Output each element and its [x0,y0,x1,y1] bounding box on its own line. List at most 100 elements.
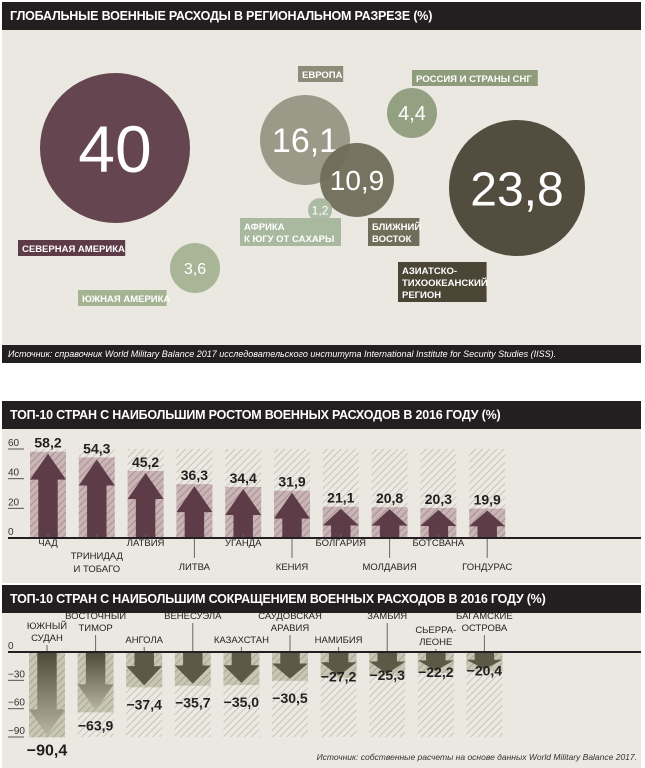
down-arrow-icon [126,652,163,686]
y-tick-label: −60 [8,698,25,709]
category-label: КЕНИЯ [276,562,309,573]
category-label: УГАНДА [225,538,262,549]
value-label: 20,3 [425,491,452,507]
value-label: 19,9 [474,491,501,507]
category-label: ГОНДУРАС [462,562,512,573]
category-label: ОСТРОВА [462,623,508,634]
region-label: АЗИАТСКО- [402,266,457,277]
value-label: −35,0 [224,694,260,710]
y-tick-label: 0 [8,527,14,538]
down-arrow-icon [223,652,260,684]
up-arrow-icon [127,472,164,538]
bubble-4 [449,120,585,256]
region-label: ВОСТОК [372,234,412,245]
category-label: ТИМОР [78,623,112,634]
value-label: 36,3 [181,467,208,483]
bubble-0 [40,73,190,223]
bubble-6 [170,243,220,293]
region-label: БЛИЖНИЙ [372,221,421,233]
growth-chart: 0 20 40 60 58,2 ЧАД 54,3 ТРИНИДАД И ТОБАГО 45,2 ЛА… [2,429,641,583]
bubble-map: 40 СЕВЕРНАЯ АМЕРИКА 16,1 ЕВРОПА 4,4 РОССИЯ И … [2,30,641,345]
region-label: РОССИЯ И СТРАНЫ СНГ [416,74,532,85]
region-label-box [298,66,344,82]
value-label: −20,4 [467,662,503,678]
region-label-box [368,218,420,246]
value-label: 45,2 [132,454,159,470]
up-arrow-icon [176,486,213,538]
map-source: Источник: справочник World Military Bala… [2,345,641,363]
region-label: ЮЖНАЯ АМЕРИКА [82,294,170,305]
category-label: ТРИНИДАД [71,551,124,562]
region-label-box [18,240,126,256]
bubble-5 [308,198,332,222]
category-label: ЛАТВИЯ [127,538,165,549]
value-label: 54,3 [83,440,110,456]
region-label-box [398,262,487,302]
value-label: −90,4 [27,742,68,759]
down-arrow-icon [29,652,65,736]
value-label: 31,9 [278,474,305,490]
up-arrow-icon [420,509,457,538]
category-label: МОЛДАВИЯ [362,562,416,573]
value-label: 20,8 [376,490,403,506]
category-label: НАМИБИЯ [315,635,363,646]
region-label: ЕВРОПА [302,70,343,81]
y-tick-label: −90 [8,726,25,737]
decline-title: ТОП-10 СТРАН С НАИБОЛЬШИМ СОКРАЩЕНИЕМ ВО… [2,585,641,613]
bubble-value: 23,8 [470,163,563,216]
up-arrow-icon [30,453,66,538]
category-label: САУДОВСКАЯ [258,613,322,622]
category-label: БАГАМСКИЕ [456,613,513,622]
down-arrow-icon [272,652,308,679]
category-label: ЗАМБИЯ [367,613,407,622]
bubble-value: 4,4 [398,103,426,125]
value-label: −27,2 [321,669,357,685]
value-label: −35,7 [175,695,211,711]
up-arrow-icon [78,459,115,538]
region-label: РЕГИОН [402,290,441,301]
up-arrow-icon [274,492,310,538]
category-label: ЮЖНЫЙ [27,620,67,632]
category-label: КАЗАХСТАН [214,635,269,646]
category-label: СУДАН [31,633,63,644]
down-arrow-icon [417,652,454,671]
category-label: БОТСВАНА [413,538,465,549]
bubble-value: 16,1 [272,122,338,160]
down-arrow-icon [174,652,211,684]
bubble-value: 10,9 [330,165,385,196]
down-arrow-icon [320,652,357,676]
category-label: СЬЕРРА- [415,625,456,636]
region-label: АФРИКА [244,222,285,233]
category-label: И ТОБАГО [73,564,120,575]
category-label: ВОСТОЧНЫЙ [65,613,126,622]
region-label-box [240,218,341,246]
value-label: −22,2 [418,664,454,680]
bubble-3 [320,143,394,217]
y-tick-label: 60 [8,438,20,449]
value-label: −37,4 [126,696,162,712]
category-label: АНГОЛА [125,635,163,646]
down-arrow-icon [466,652,503,670]
bubble-value: 1,2 [312,203,329,217]
value-label: −63,9 [78,717,114,733]
category-label: ЛИТВА [179,562,211,573]
y-tick-label: 20 [8,497,20,508]
region-label-box [412,70,538,86]
down-arrow-icon [77,652,114,711]
region-label: К ЮГУ ОТ САХАРЫ [244,234,334,245]
value-label: −25,3 [369,667,405,683]
value-label: −30,5 [272,690,308,706]
map-title: ГЛОБАЛЬНЫЕ ВОЕННЫЕ РАСХОДЫ В РЕГИОНАЛЬНО… [2,2,641,30]
bubble-value: 3,6 [184,261,206,278]
region-label: СЕВЕРНАЯ АМЕРИКА [22,244,125,255]
bubble-2 [387,88,437,138]
value-label: 34,4 [230,470,257,486]
region-label: ТИХООКЕАНСКИЙ [402,277,488,289]
category-label: ВЕНЕСУЭЛА [164,613,222,622]
y-tick-label: 40 [8,468,20,479]
down-arrow-icon [369,652,406,674]
decline-source: Источник: собственные расчеты на основе … [317,752,637,762]
growth-title: ТОП-10 СТРАН С НАИБОЛЬШИМ РОСТОМ ВОЕННЫХ… [2,401,641,429]
category-label: БОЛГАРИЯ [316,538,367,549]
